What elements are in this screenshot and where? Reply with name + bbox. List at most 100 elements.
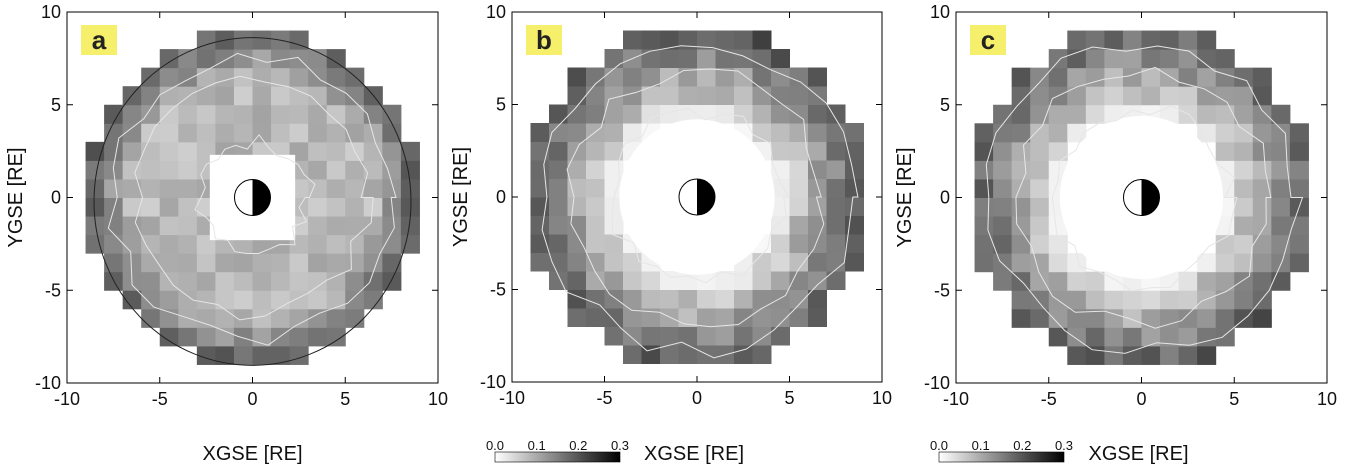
heatmap-cell [160,160,179,179]
heatmap-cell [1123,309,1142,328]
heatmap-cell [1290,235,1309,254]
heatmap-cell [586,123,605,142]
heatmap-cell [568,216,587,235]
heatmap-cell [141,309,160,328]
heatmap-cell [327,179,346,198]
heatmap-cell [1197,253,1216,272]
heatmap-cell [549,216,568,235]
heatmap-cell [605,105,624,124]
heatmap-cell [308,272,327,291]
heatmap-cell [771,216,790,235]
heatmap-cell [808,253,827,272]
heatmap-cell [605,234,624,253]
heatmap-cell [623,327,642,346]
heatmap-cell [1030,123,1049,142]
heatmap-cell [364,216,383,235]
heatmap-cell [808,142,827,161]
heatmap-cell [141,272,160,291]
heatmap-cell [586,197,605,216]
heatmap-cell [1197,86,1216,105]
heatmap-cell [660,49,679,68]
heatmap-cell [1049,123,1068,142]
heatmap-cell [623,123,642,142]
y-tick-label: -5 [45,280,61,300]
heatmap-cell [253,309,272,328]
x-tick-label: 5 [1229,389,1239,409]
heatmap-cell [605,271,624,290]
heatmap-cell [1123,86,1142,105]
x-tick-label: 0 [247,389,257,409]
heatmap-cell [660,86,679,105]
heatmap-cell [586,86,605,105]
y-tick-label: 10 [41,2,61,22]
heatmap-cell [1234,68,1253,87]
heatmap-cell [1234,142,1253,161]
heatmap-cell [160,216,179,235]
x-axis-label: XGSE [RE] [202,443,302,465]
heatmap-cell [123,253,142,272]
heatmap-cell [1253,160,1272,179]
heatmap-cell [790,216,809,235]
heatmap-cell [531,216,550,235]
heatmap-cell [271,105,290,124]
heatmap-cell [568,68,587,87]
heatmap-cell [716,31,735,50]
heatmap-cell [1290,123,1309,142]
heatmap-cell [642,68,661,87]
heatmap-cell [197,272,216,291]
heatmap-cell [771,308,790,327]
heatmap-cell [345,123,364,142]
panel-c: -10 -5 0 5 101050-5-10XGSE [RE]YGSE [RE]c0.0… [894,2,1337,465]
heatmap-cell [1030,68,1049,87]
heatmap-cell [1104,31,1123,50]
heatmap-cell [290,272,309,291]
heatmap-cell [605,123,624,142]
heatmap-cell [1197,105,1216,124]
heatmap-cell [586,179,605,198]
heatmap-cell [660,327,679,346]
heatmap-cell [531,123,550,142]
x-tick-label: 5 [340,389,350,409]
heatmap-cell [327,68,346,87]
heatmap-cell [160,142,179,161]
heatmap-cell [308,327,327,346]
heatmap-cell [605,160,624,179]
heatmap-cell [234,290,253,309]
heatmap-cell [253,86,272,105]
heatmap-cell [642,49,661,68]
heatmap-cell [345,290,364,309]
heatmap-cell [771,142,790,161]
heatmap-cell [734,68,753,87]
heatmap-cell [993,105,1012,124]
heatmap-cell [734,105,753,124]
heatmap-cell [1012,290,1031,309]
heatmap-cell [290,290,309,309]
heatmap-cell [808,123,827,142]
heatmap-cell [586,308,605,327]
heatmap-cell [178,272,197,291]
heatmap-cell [1253,68,1272,87]
heatmap-cell [1271,253,1290,272]
heatmap-cell [1253,216,1272,235]
heatmap-cell [827,142,846,161]
panel-label: a [92,25,107,55]
heatmap-cell [1234,123,1253,142]
heatmap-cell [1142,309,1161,328]
heatmap-cell [1271,123,1290,142]
x-axis-label: XGSE [RE] [644,443,744,465]
heatmap-cell [1086,272,1105,291]
heatmap-cell [141,198,160,217]
x-axis-label: XGSE [RE] [1088,443,1188,465]
heatmap-cell [734,31,753,50]
heatmap-cell [364,253,383,272]
heatmap-cell [1030,160,1049,179]
heatmap-cell [975,253,994,272]
heatmap-cell [531,160,550,179]
heatmap-cell [1049,49,1068,68]
heatmap-cell [123,179,142,198]
heatmap-cell [364,142,383,161]
y-axis-label: YGSE [RE] [450,147,472,247]
heatmap-cell [1067,105,1086,124]
heatmap-cell [215,272,234,291]
